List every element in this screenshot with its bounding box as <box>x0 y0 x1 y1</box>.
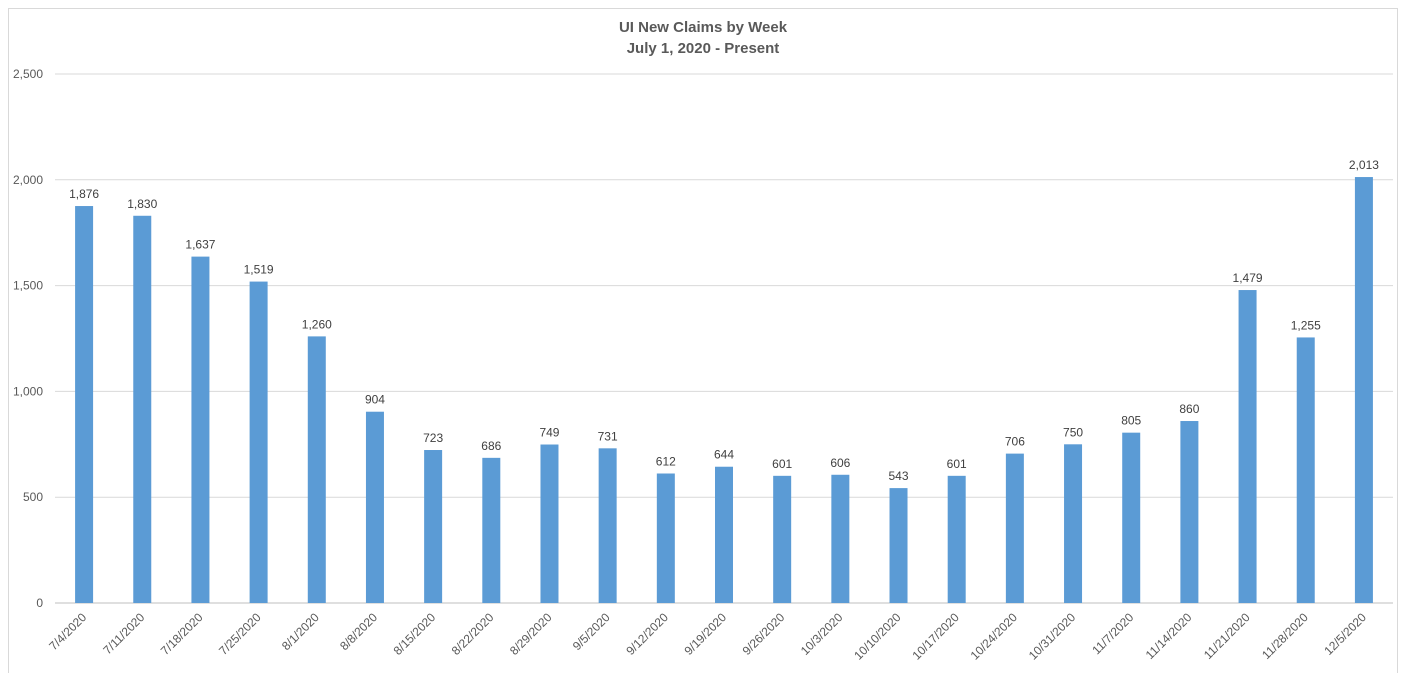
data-label: 1,876 <box>69 187 99 201</box>
bar <box>1064 444 1083 603</box>
bar <box>1296 337 1315 603</box>
x-tick-label: 10/31/2020 <box>1026 610 1079 663</box>
chart-title: UI New Claims by Week <box>618 19 788 36</box>
data-label: 644 <box>714 448 734 462</box>
bar <box>249 281 268 603</box>
bar <box>191 256 210 603</box>
x-tick-label: 8/15/2020 <box>391 610 439 658</box>
x-tick-label: 9/26/2020 <box>740 610 788 658</box>
data-label: 601 <box>947 457 967 471</box>
data-label: 601 <box>772 457 792 471</box>
data-label: 904 <box>365 393 385 407</box>
chart-subtitle: July 1, 2020 - Present <box>626 40 780 57</box>
data-label: 1,479 <box>1233 271 1263 285</box>
y-tick-label: 0 <box>36 596 43 610</box>
bar <box>365 411 384 603</box>
y-tick-label: 2,500 <box>13 67 43 81</box>
x-tick-label: 9/5/2020 <box>570 610 613 653</box>
data-label: 686 <box>481 439 501 453</box>
bar <box>656 473 675 603</box>
data-label: 543 <box>889 469 909 483</box>
y-tick-label: 1,000 <box>13 384 43 398</box>
x-tick-label: 7/25/2020 <box>216 610 264 658</box>
bar <box>1005 453 1024 603</box>
bar <box>889 488 908 603</box>
bar <box>75 206 94 604</box>
data-label: 1,637 <box>185 238 215 252</box>
bar <box>715 466 733 603</box>
x-tick-label: 10/17/2020 <box>909 610 962 663</box>
bar <box>1180 421 1199 603</box>
x-tick-label: 8/22/2020 <box>449 610 497 658</box>
data-label: 2,013 <box>1349 158 1379 172</box>
y-tick-label: 2,000 <box>13 173 43 187</box>
bar <box>773 475 792 603</box>
x-tick-label: 11/7/2020 <box>1089 610 1136 657</box>
x-tick-label: 11/14/2020 <box>1143 610 1195 662</box>
bar <box>1122 432 1141 603</box>
bar <box>540 444 559 603</box>
data-label: 706 <box>1005 435 1025 449</box>
bar <box>482 457 501 603</box>
x-tick-label: 10/10/2020 <box>851 610 904 663</box>
data-label: 1,830 <box>127 197 157 211</box>
bar <box>1354 177 1373 603</box>
data-label: 1,519 <box>244 263 274 277</box>
data-label: 606 <box>830 456 850 470</box>
bar <box>947 475 966 603</box>
chart-frame <box>8 8 1398 673</box>
x-tick-label: 7/11/2020 <box>100 610 147 657</box>
x-tick-label: 7/4/2020 <box>46 610 89 653</box>
data-label: 1,255 <box>1291 318 1321 332</box>
data-label: 731 <box>598 429 618 443</box>
x-tick-label: 12/5/2020 <box>1321 610 1369 658</box>
x-tick-label: 8/29/2020 <box>507 610 555 658</box>
x-tick-label: 10/24/2020 <box>968 610 1021 663</box>
x-tick-label: 9/19/2020 <box>681 610 729 658</box>
data-label: 750 <box>1063 425 1083 439</box>
bar <box>831 474 850 603</box>
x-tick-label: 11/21/2020 <box>1201 610 1253 662</box>
data-label: 860 <box>1179 402 1199 416</box>
y-tick-label: 500 <box>23 490 43 504</box>
bar <box>424 450 443 603</box>
data-label: 805 <box>1121 414 1141 428</box>
data-label: 723 <box>423 431 443 445</box>
data-label: 749 <box>539 426 559 440</box>
y-tick-label: 1,500 <box>13 279 43 293</box>
bar <box>1238 290 1257 603</box>
data-label: 612 <box>656 455 676 469</box>
data-label: 1,260 <box>302 317 332 331</box>
x-tick-label: 7/18/2020 <box>158 610 206 658</box>
x-tick-label: 11/28/2020 <box>1259 610 1311 662</box>
bar <box>598 448 617 603</box>
x-tick-label: 10/3/2020 <box>798 610 846 658</box>
x-tick-label: 8/8/2020 <box>337 610 380 653</box>
bar <box>307 336 326 603</box>
x-tick-label: 9/12/2020 <box>623 610 671 658</box>
bar <box>133 215 152 603</box>
x-tick-label: 8/1/2020 <box>279 610 322 653</box>
